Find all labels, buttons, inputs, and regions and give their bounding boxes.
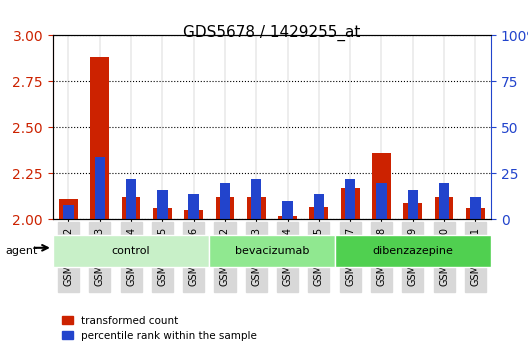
- Bar: [345, 179, 355, 219]
- Bar: [63, 205, 73, 219]
- Text: agent: agent: [5, 246, 37, 256]
- Bar: [247, 198, 266, 219]
- Bar: [90, 57, 109, 219]
- Bar: [314, 194, 324, 219]
- Text: GDS5678 / 1429255_at: GDS5678 / 1429255_at: [183, 25, 361, 41]
- Bar: [282, 201, 293, 219]
- Bar: [215, 198, 234, 219]
- Bar: [126, 179, 136, 219]
- Text: dibenzazepine: dibenzazepine: [372, 246, 453, 256]
- Bar: [403, 203, 422, 219]
- FancyBboxPatch shape: [335, 235, 491, 267]
- Text: bevacizumab: bevacizumab: [235, 246, 309, 256]
- Bar: [470, 198, 480, 219]
- FancyBboxPatch shape: [53, 235, 209, 267]
- Bar: [220, 183, 230, 219]
- Bar: [95, 157, 105, 219]
- Bar: [439, 183, 449, 219]
- Text: control: control: [112, 246, 150, 256]
- Bar: [188, 194, 199, 219]
- Bar: [376, 183, 386, 219]
- Bar: [309, 207, 328, 219]
- Bar: [184, 210, 203, 219]
- Bar: [278, 216, 297, 219]
- Bar: [251, 179, 261, 219]
- Bar: [153, 209, 172, 219]
- Bar: [121, 198, 140, 219]
- Bar: [466, 209, 485, 219]
- Bar: [435, 198, 454, 219]
- Legend: transformed count, percentile rank within the sample: transformed count, percentile rank withi…: [58, 312, 261, 345]
- Bar: [341, 188, 360, 219]
- FancyBboxPatch shape: [209, 235, 335, 267]
- Bar: [408, 190, 418, 219]
- Bar: [157, 190, 167, 219]
- Bar: [59, 199, 78, 219]
- Bar: [372, 153, 391, 219]
